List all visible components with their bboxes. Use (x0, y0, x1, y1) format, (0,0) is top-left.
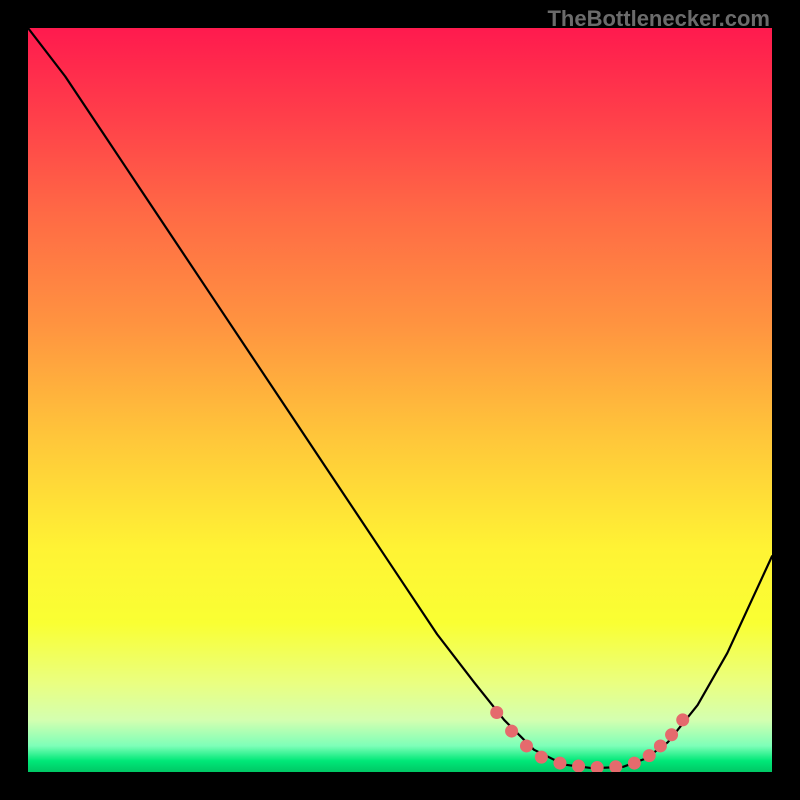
marker-dot (505, 725, 518, 738)
watermark-text: TheBottlenecker.com (547, 6, 770, 32)
marker-dot (572, 760, 585, 772)
marker-dot (535, 751, 548, 764)
marker-dot (520, 739, 533, 752)
marker-dot (553, 757, 566, 770)
gradient-background (28, 28, 772, 772)
marker-dot (665, 728, 678, 741)
marker-dot (676, 713, 689, 726)
chart-svg (28, 28, 772, 772)
marker-dot (643, 749, 656, 762)
marker-dot (654, 739, 667, 752)
chart-frame: TheBottlenecker.com (0, 0, 800, 800)
plot-area (28, 28, 772, 772)
marker-dot (628, 757, 641, 770)
marker-dot (490, 706, 503, 719)
